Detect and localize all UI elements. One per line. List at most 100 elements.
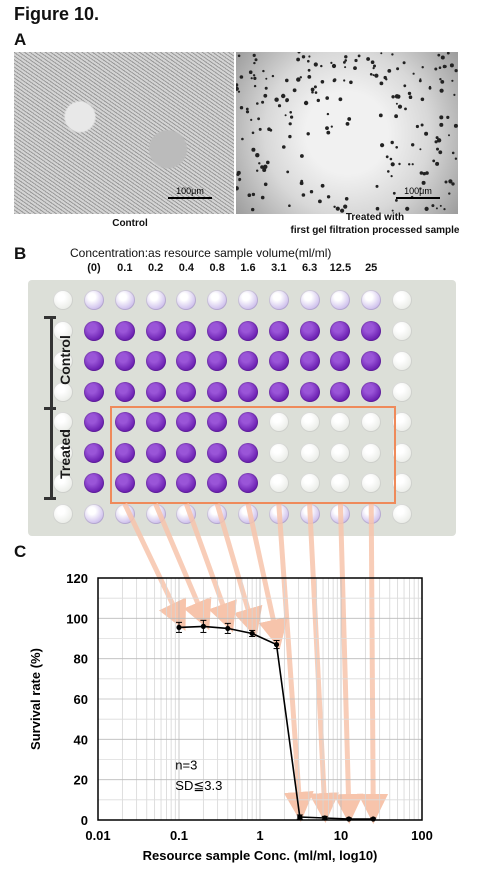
cell-dot: [439, 204, 442, 207]
cell-dot: [314, 91, 318, 94]
well: [53, 412, 74, 432]
well: [299, 412, 320, 432]
cell-dot: [437, 53, 441, 57]
control-scale-bar: 100μm: [168, 186, 212, 199]
well: [238, 442, 258, 463]
cell-dot: [332, 79, 336, 83]
well: [114, 290, 135, 310]
cell-dot: [411, 143, 415, 147]
cell-dot: [311, 90, 314, 94]
cell-dot: [390, 175, 393, 178]
cell-dot: [253, 84, 257, 88]
cell-dot: [313, 62, 318, 67]
cell-dot: [366, 57, 370, 61]
panel-a-label: A: [14, 30, 27, 49]
well: [392, 442, 412, 463]
cell-dot: [307, 75, 312, 79]
cell-dot: [238, 179, 241, 182]
cell-dot: [263, 93, 268, 98]
y-tick-label: 120: [66, 571, 88, 586]
cell-dot: [299, 181, 304, 186]
connector-arrows: [122, 502, 389, 824]
well: [53, 290, 74, 310]
cell-dot: [251, 207, 255, 212]
treated-caption-line2: first gel filtration processed sample: [290, 225, 460, 236]
cell-dot: [258, 127, 262, 131]
cell-dot: [402, 61, 406, 65]
cell-dot: [408, 163, 411, 166]
cell-dot: [435, 161, 440, 166]
cell-dot: [257, 117, 260, 121]
cell-dot: [303, 100, 309, 106]
cell-dot: [320, 64, 323, 68]
panel-c-label: C: [14, 542, 27, 561]
y-tick-label: 20: [74, 773, 88, 788]
well: [84, 412, 104, 432]
cell-dot: [236, 186, 239, 191]
cell-dot: [435, 207, 438, 210]
cell-dot: [260, 195, 265, 200]
cell-dot: [453, 123, 458, 128]
cell-dot: [398, 162, 401, 166]
well: [114, 320, 135, 341]
concentration-tick: 12.5: [329, 262, 352, 274]
data-point: [346, 816, 352, 822]
cell-dot: [396, 67, 400, 71]
connector-arrow: [184, 503, 237, 633]
well: [145, 473, 166, 493]
well: [84, 503, 104, 524]
cell-dot: [375, 206, 380, 211]
x-tick-label: 0.01: [85, 828, 110, 843]
cell-dot: [266, 160, 270, 165]
well: [176, 320, 197, 341]
cell-dot: [344, 66, 347, 69]
connector-arrow: [307, 503, 339, 823]
cell-dot: [405, 206, 410, 211]
cell-dot: [439, 88, 444, 93]
cell-dot: [415, 124, 419, 129]
series-survival: [176, 619, 377, 822]
cell-dot: [380, 52, 383, 55]
cell-dot: [343, 61, 346, 64]
cell-dot: [308, 55, 311, 58]
well: [84, 351, 104, 371]
treated-scale-bar: 100μm: [396, 186, 440, 199]
cell-dot: [439, 78, 442, 81]
cell-dot: [288, 122, 292, 126]
y-tick-label: 60: [74, 692, 88, 707]
cell-dot: [281, 93, 286, 99]
well: [392, 320, 412, 341]
connector-arrow: [214, 503, 263, 638]
cell-dot: [331, 63, 337, 69]
cell-dot: [236, 170, 241, 175]
cell-dot: [440, 80, 445, 84]
cell-dot: [262, 69, 265, 73]
well: [299, 351, 320, 371]
well: [361, 442, 382, 463]
well: [53, 320, 74, 341]
cell-dot: [389, 157, 393, 161]
cell-dot: [261, 100, 265, 104]
well: [238, 412, 258, 432]
cell-dot: [277, 104, 282, 108]
well: [207, 442, 228, 463]
well: [176, 351, 197, 371]
well: [238, 381, 258, 402]
cell-dot: [245, 110, 250, 114]
cell-dot: [375, 184, 379, 188]
y-tick-labels: 0 20 40 60 80 100 120: [66, 571, 88, 828]
cell-dot: [296, 77, 301, 82]
cell-dot: [343, 79, 346, 82]
cell-dot: [391, 95, 395, 99]
well: [84, 381, 104, 402]
cell-dot: [448, 192, 451, 195]
well: [361, 412, 382, 432]
well: [145, 320, 166, 341]
well: [330, 351, 351, 371]
well: [330, 290, 351, 310]
cell-dot: [380, 143, 385, 148]
well: [361, 290, 382, 310]
well: [145, 412, 166, 432]
well: [145, 381, 166, 402]
